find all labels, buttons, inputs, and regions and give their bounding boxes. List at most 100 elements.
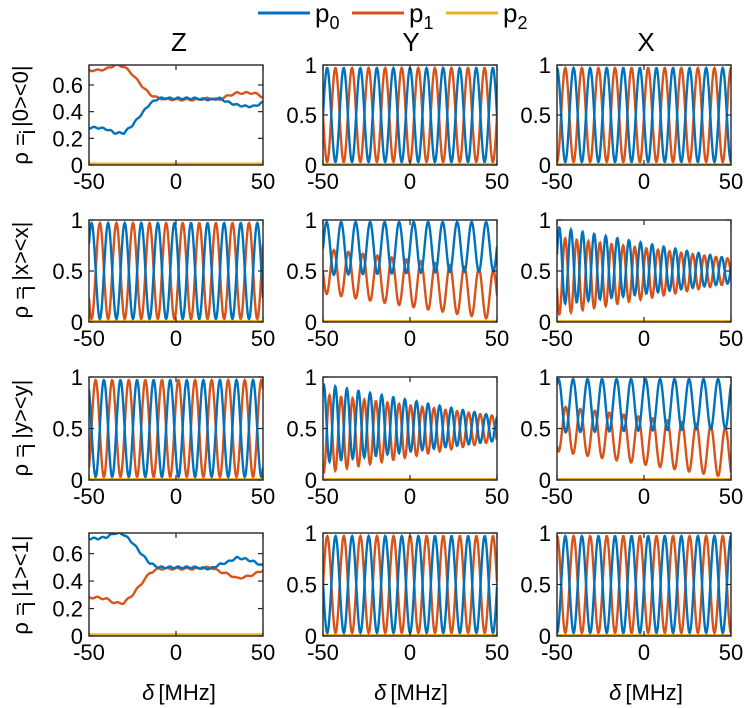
x-tick-label: 0	[638, 169, 650, 194]
x-tick-label: 50	[251, 326, 275, 351]
legend: p0 p1 p2	[258, 0, 527, 33]
series-p0	[557, 65, 731, 165]
y-tick-label: 0.2	[52, 597, 83, 622]
y-tick-label: 0.5	[286, 573, 317, 598]
y-tick-label: 0	[71, 310, 83, 335]
y-tick-label: 0	[539, 624, 551, 649]
x-tick-label: -50	[73, 169, 105, 194]
x-tick-label: -50	[541, 640, 573, 665]
y-tick-label: 1	[305, 53, 317, 78]
series-p1	[323, 392, 497, 474]
series-p0	[323, 220, 497, 277]
legend-label-p2: p2	[503, 0, 527, 33]
y-tick-label: 0.5	[520, 417, 551, 442]
column-title-y: Y	[402, 27, 419, 57]
x-tick-label: 50	[485, 326, 509, 351]
x-tick-label: 0	[170, 640, 182, 665]
y-tick-label: 0	[305, 468, 317, 493]
y-tick-label: 1	[305, 208, 317, 233]
x-tick-label: 50	[251, 169, 275, 194]
y-tick-label: 0	[539, 468, 551, 493]
x-tick-label: 50	[485, 169, 509, 194]
x-tick-label: -50	[541, 484, 573, 509]
y-tick-label: 1	[539, 53, 551, 78]
y-tick-label: 1	[539, 521, 551, 546]
y-tick-label: 0.5	[520, 259, 551, 284]
axes-box	[88, 532, 264, 637]
x-tick-label: -50	[541, 326, 573, 351]
y-tick-label: 1	[305, 521, 317, 546]
x-tick-label: -50	[73, 640, 105, 665]
y-tick-label: 0.5	[286, 259, 317, 284]
x-tick-label: 0	[638, 484, 650, 509]
x-tick-label: 0	[404, 640, 416, 665]
x-tick-label: -50	[73, 326, 105, 351]
y-tick-label: 0	[305, 624, 317, 649]
y-tick-label: 0.5	[520, 573, 551, 598]
column-title-z: Z	[171, 27, 187, 57]
legend-label-p0: p0	[315, 0, 339, 33]
x-tick-label: 0	[170, 326, 182, 351]
y-tick-label: 0.2	[52, 126, 83, 151]
column-title-x: X	[637, 27, 654, 57]
x-tick-label: 50	[485, 484, 509, 509]
series-p0	[557, 225, 731, 306]
series-p0	[323, 383, 497, 465]
x-tick-label: -50	[307, 640, 339, 665]
y-tick-label: 0.5	[52, 259, 83, 284]
y-tick-label: 1	[71, 365, 83, 390]
series-p0	[89, 377, 263, 480]
row-label-0-sub: i	[15, 130, 40, 135]
y-tick-label: 0	[305, 310, 317, 335]
series-p0	[557, 533, 731, 636]
x-tick-label: 0	[404, 484, 416, 509]
y-tick-label: 0	[71, 153, 83, 178]
row-label-1: ρ = |x><x|	[8, 222, 33, 319]
row-label-3-sub: i	[15, 602, 40, 607]
row-label-1-sub: i	[15, 286, 40, 291]
y-tick-label: 0.4	[52, 569, 83, 594]
y-tick-label: 0	[305, 153, 317, 178]
series-p0	[557, 377, 731, 435]
row-label-3: ρ = |1><1|	[8, 535, 33, 634]
y-tick-label: 0.6	[52, 73, 83, 98]
y-tick-label: 0	[539, 153, 551, 178]
x-tick-label: 0	[404, 169, 416, 194]
x-axis-label-col1: δ [MHz]	[374, 680, 448, 705]
x-axis-label-col2: δ [MHz]	[609, 680, 683, 705]
series-p1	[557, 405, 731, 478]
series-p1	[89, 220, 263, 322]
x-tick-label: 0	[170, 169, 182, 194]
legend-label-p1: p1	[409, 0, 433, 33]
x-tick-label: 0	[638, 326, 650, 351]
x-tick-label: -50	[307, 484, 339, 509]
y-tick-label: 1	[305, 365, 317, 390]
x-tick-label: 50	[719, 326, 743, 351]
series-p0	[89, 96, 263, 136]
series-p0	[89, 220, 263, 322]
y-tick-label: 0.6	[52, 542, 83, 567]
y-tick-label: 1	[71, 208, 83, 233]
y-tick-label: 1	[539, 365, 551, 390]
x-tick-label: -50	[541, 169, 573, 194]
y-tick-label: 0.5	[286, 417, 317, 442]
y-tick-label: 0	[539, 310, 551, 335]
x-tick-label: -50	[73, 484, 105, 509]
row-label-2: ρ = |y><y|	[8, 380, 33, 477]
x-tick-label: 0	[638, 640, 650, 665]
x-tick-label: 50	[251, 640, 275, 665]
series-p1	[323, 248, 497, 320]
y-tick-label: 0.5	[520, 103, 551, 128]
x-tick-label: 50	[719, 169, 743, 194]
x-tick-label: -50	[307, 326, 339, 351]
y-tick-label: 0.5	[52, 417, 83, 442]
y-tick-label: 0	[71, 468, 83, 493]
series-p1	[89, 377, 263, 480]
